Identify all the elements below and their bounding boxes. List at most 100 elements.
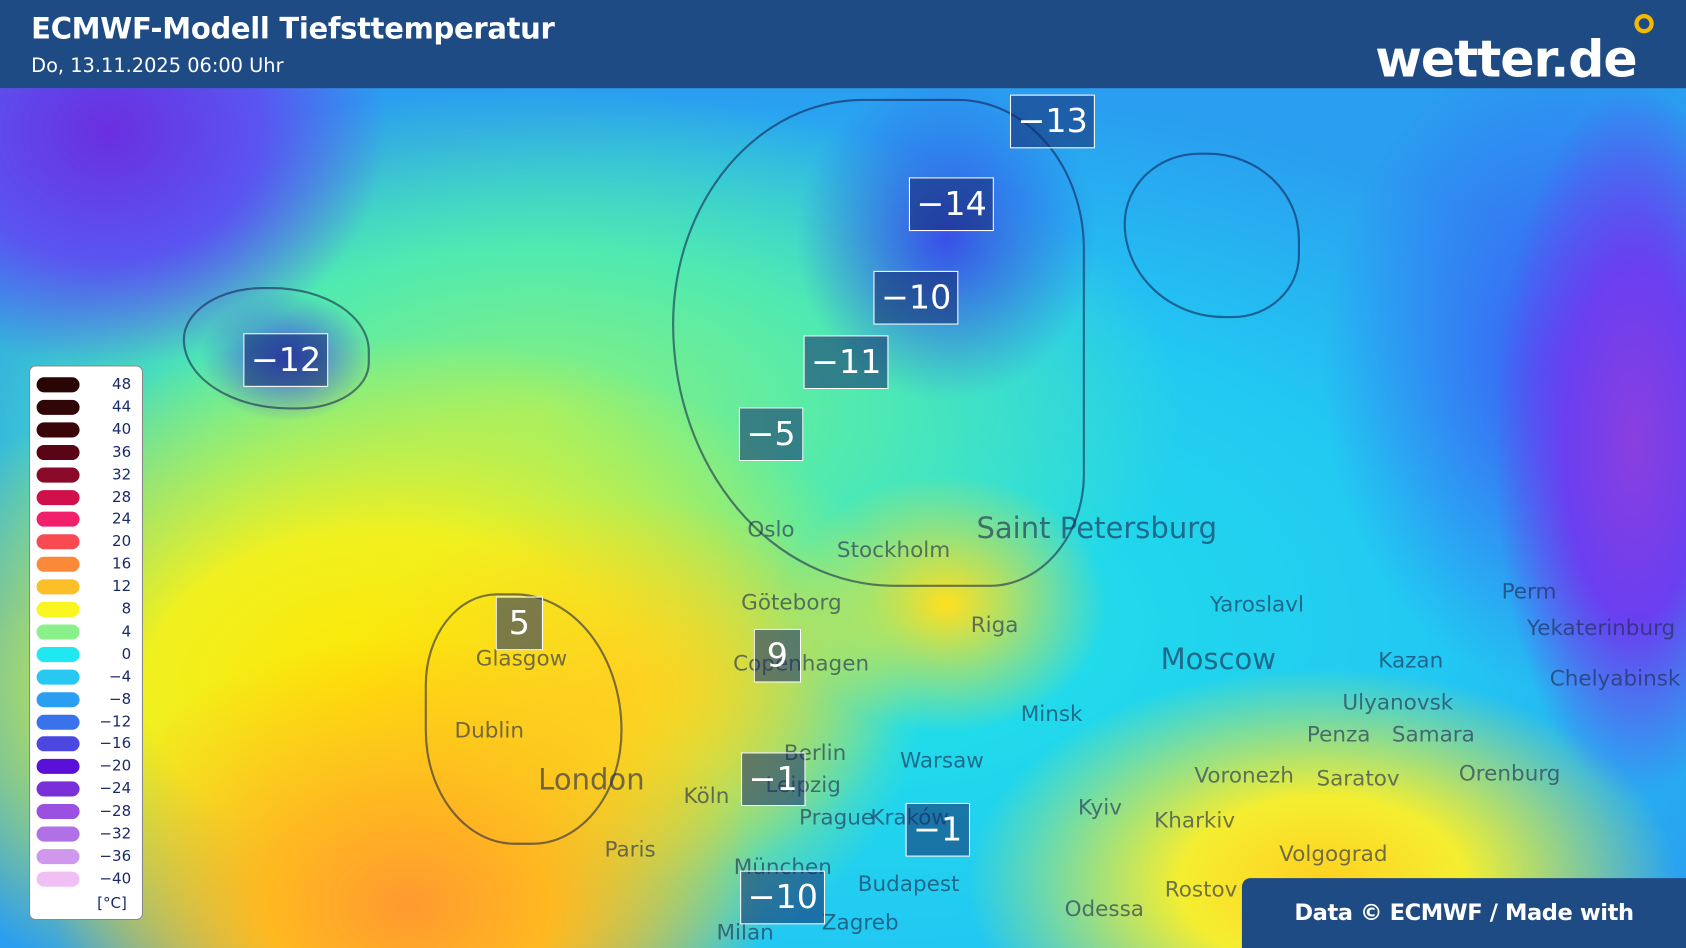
title: ECMWF-Modell Tiefsttemperatur	[31, 12, 555, 47]
legend-label: 44	[112, 398, 132, 416]
legend-swatch	[36, 601, 80, 617]
city-label: Kazan	[1378, 647, 1444, 673]
logo-dot	[1634, 13, 1654, 34]
temperature-marker: −14	[908, 177, 995, 232]
legend-label: −20	[99, 758, 132, 776]
city-label: Saint Petersburg	[976, 512, 1218, 546]
city-label: Rostov	[1164, 875, 1238, 902]
header: ECMWF-Modell Tiefsttemperatur Do, 13.11.…	[0, 0, 1686, 90]
coastline	[1123, 152, 1300, 319]
city-label: Chelyabinsk	[1549, 665, 1681, 692]
legend: [°C] 48 44 40 36 32 28 24 20 16 12 8 4 0 −4 −8 −12 −16 −2…	[29, 365, 144, 921]
subtitle: Do, 13.11.2025 06:00 Uhr	[31, 54, 284, 78]
legend-label: 24	[112, 510, 132, 529]
legend-label: −4	[108, 668, 132, 686]
temperature-marker: −1	[741, 752, 806, 807]
city-label: Penza	[1306, 721, 1371, 748]
legend-label: 28	[112, 488, 132, 506]
legend-swatch	[36, 736, 80, 752]
legend-label: −36	[99, 847, 132, 866]
legend-swatch	[36, 444, 80, 460]
city-label: Kharkiv	[1154, 807, 1236, 833]
legend-label: −8	[108, 690, 132, 708]
legend-unit: [°C]	[97, 895, 127, 913]
city-label: Stockholm	[836, 536, 951, 563]
city-label: Köln	[683, 782, 730, 809]
legend-swatch	[36, 691, 80, 707]
city-label: Riga	[970, 611, 1019, 638]
legend-swatch	[36, 579, 80, 595]
city-label: Ulyanovsk	[1342, 688, 1454, 715]
city-label: Kyiv	[1078, 794, 1122, 821]
legend-label: 36	[112, 443, 132, 461]
legend-swatch	[36, 871, 80, 887]
legend-label: −16	[99, 735, 132, 753]
legend-label: −28	[99, 802, 132, 821]
legend-swatch	[36, 534, 80, 550]
temperature-marker: −5	[738, 407, 804, 462]
city-label: Oslo	[747, 515, 795, 542]
legend-swatch	[36, 826, 80, 842]
temperature-marker: 9	[753, 628, 802, 683]
city-label: Voronezh	[1194, 762, 1294, 788]
legend-label: 4	[121, 623, 132, 641]
temperature-marker: −11	[803, 335, 889, 390]
city-label: Warsaw	[899, 747, 984, 773]
legend-label: 20	[112, 533, 132, 551]
city-label: London	[538, 763, 645, 797]
city-label: Odessa	[1064, 895, 1144, 922]
legend-swatch	[36, 781, 80, 797]
legend-swatch	[36, 669, 80, 685]
legend-swatch	[36, 422, 80, 438]
legend-swatch	[36, 489, 80, 505]
legend-swatch	[36, 377, 80, 393]
logo[interactable]: wetter.de	[1375, 30, 1637, 90]
city-label: Budapest	[857, 870, 960, 897]
coastline	[672, 98, 1085, 587]
legend-swatch	[36, 512, 80, 528]
legend-swatch	[36, 759, 80, 775]
temperature-marker: 5	[495, 596, 544, 651]
city-label: Perm	[1501, 578, 1557, 605]
legend-swatch	[36, 624, 80, 640]
city-label: Saratov	[1316, 765, 1400, 792]
legend-label: 40	[112, 421, 132, 439]
temperature-marker: −10	[740, 870, 826, 925]
city-label: Moscow	[1160, 643, 1276, 677]
city-label: Zagreb	[821, 909, 899, 936]
legend-label: −32	[99, 825, 132, 843]
legend-label: 12	[112, 578, 132, 596]
temperature-marker: −13	[1009, 94, 1096, 149]
legend-label: 8	[121, 600, 132, 619]
city-label: Dublin	[454, 716, 524, 743]
city-label: Orenburg	[1458, 759, 1561, 786]
legend-swatch	[36, 804, 80, 820]
temperature-marker: −12	[243, 333, 329, 387]
legend-swatch	[36, 467, 80, 483]
legend-label: 16	[112, 555, 132, 574]
legend-swatch	[36, 556, 80, 573]
legend-swatch	[36, 646, 80, 662]
coastline	[424, 593, 623, 845]
city-label: Yaroslavl	[1210, 591, 1304, 617]
legend-label: −24	[99, 780, 132, 798]
legend-label: 32	[112, 466, 132, 484]
city-label: Paris	[604, 836, 656, 863]
temperature-marker: −1	[905, 802, 970, 857]
legend-label: 48	[112, 376, 132, 394]
city-label: Volgograd	[1279, 840, 1388, 867]
city-label: Samara	[1391, 721, 1475, 748]
legend-label: 0	[121, 645, 132, 663]
coastline	[182, 286, 370, 410]
temperature-map	[0, 88, 1686, 948]
legend-label: −12	[99, 713, 132, 731]
legend-swatch	[36, 399, 80, 415]
temperature-marker: −10	[873, 270, 959, 325]
city-label: Yekaterinburg	[1526, 614, 1676, 641]
legend-swatch	[36, 848, 80, 865]
city-label: Göteborg	[741, 589, 842, 615]
legend-label: −40	[99, 870, 132, 888]
legend-swatch	[36, 714, 80, 730]
